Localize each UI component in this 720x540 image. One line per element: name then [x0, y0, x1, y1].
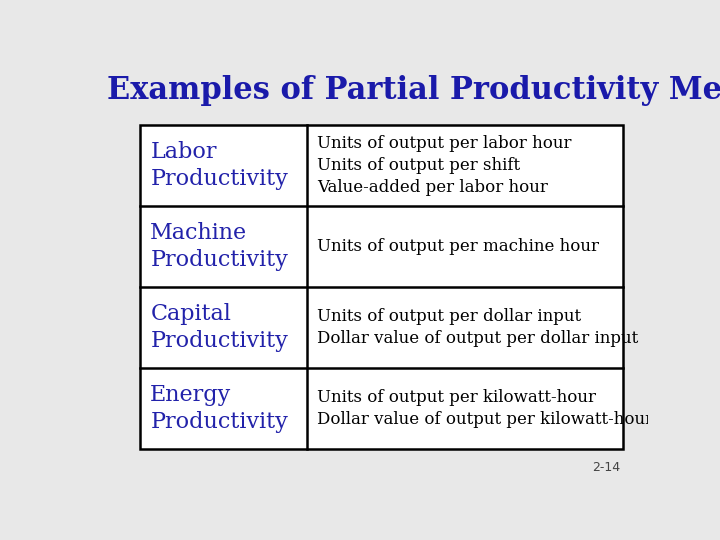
Text: Energy
Productivity: Energy Productivity — [150, 384, 288, 434]
Text: Units of output per dollar input
Dollar value of output per dollar input: Units of output per dollar input Dollar … — [317, 308, 638, 347]
Text: Units of output per machine hour: Units of output per machine hour — [317, 238, 599, 255]
Text: Units of output per labor hour
Units of output per shift
Value-added per labor h: Units of output per labor hour Units of … — [317, 135, 571, 197]
Text: Capital
Productivity: Capital Productivity — [150, 303, 288, 352]
Text: 2-14: 2-14 — [592, 461, 620, 474]
Text: Labor
Productivity: Labor Productivity — [150, 141, 288, 190]
Bar — [140, 125, 623, 449]
Text: Examples of Partial Productivity Measures: Examples of Partial Productivity Measure… — [107, 75, 720, 106]
Text: Machine
Productivity: Machine Productivity — [150, 222, 288, 271]
Text: Units of output per kilowatt-hour
Dollar value of output per kilowatt-hour: Units of output per kilowatt-hour Dollar… — [317, 389, 653, 428]
